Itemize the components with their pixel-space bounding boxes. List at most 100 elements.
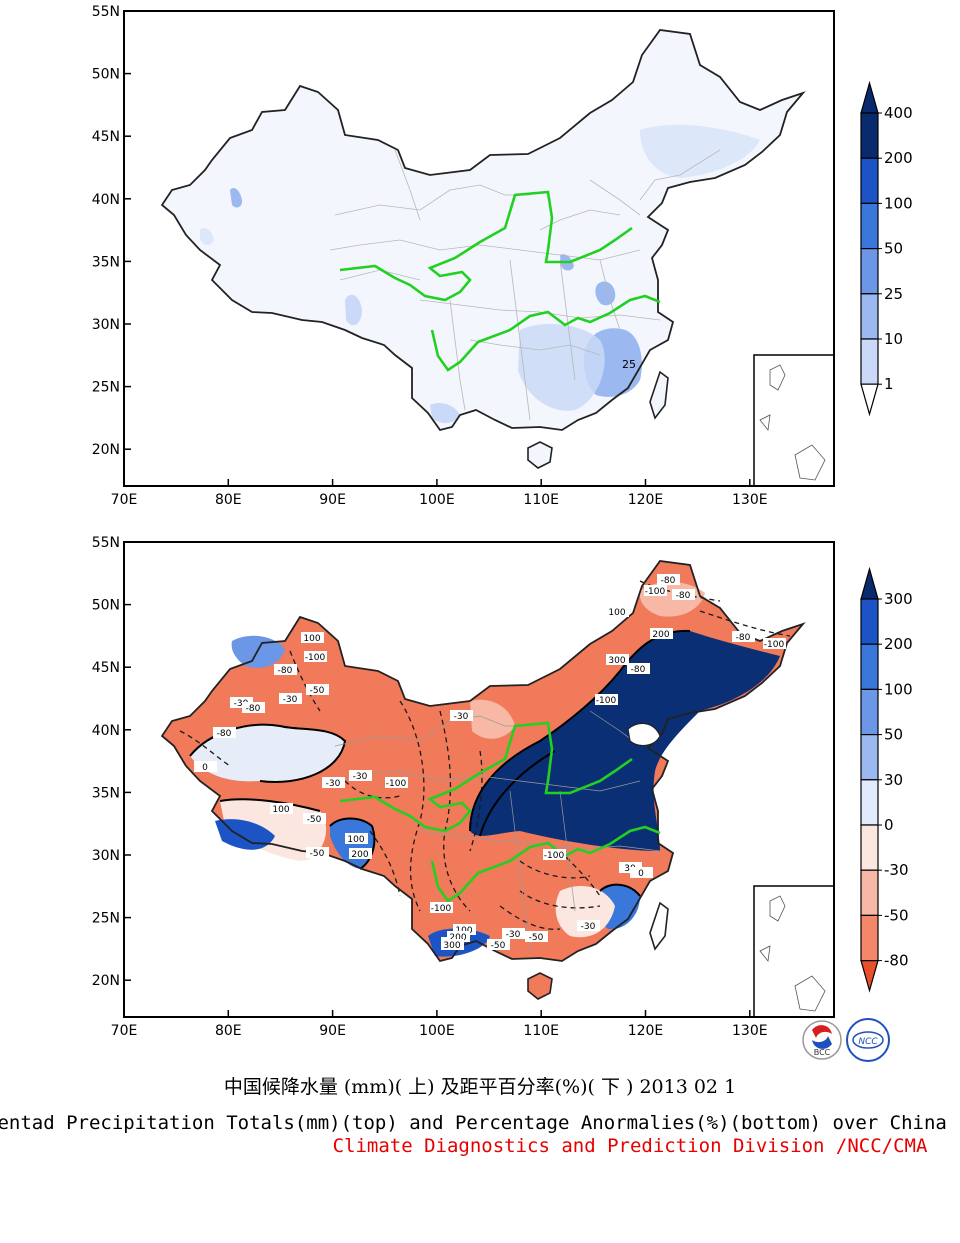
top-colorbar-top-arrow: [860, 80, 879, 114]
bottom-lat-label: 55N: [92, 535, 120, 551]
top-lon-label: 70E: [111, 492, 138, 508]
bottom-contour-label-bg: [303, 813, 326, 824]
top-lon-label: 100E: [419, 492, 455, 508]
bottom-contour-label: -100: [764, 640, 785, 650]
bottom-anomaly-northeast-dark: [470, 630, 780, 851]
bottom-lon-label: 70E: [111, 1023, 138, 1039]
bottom-contour-label: -80: [217, 729, 232, 739]
bottom-contour-label-bg: [270, 803, 293, 814]
caption-credit: Climate Diagnostics and Prediction Divis…: [332, 1135, 928, 1157]
bottom-lat-axis: 55N 50N 45N 40N 35N 30N 25N 20N: [92, 535, 131, 989]
bottom-colorbar-label: 300: [884, 590, 913, 608]
top-lon-label: 80E: [215, 492, 242, 508]
top-colorbar-segment: [860, 248, 879, 295]
bottom-contour-label-bg: [230, 697, 253, 708]
bottom-contour-label: -30: [353, 772, 368, 782]
ncc-logo: NCC: [846, 1018, 890, 1062]
top-colorbar-label: 400: [884, 104, 913, 122]
top-lon-label: 110E: [523, 492, 559, 508]
bottom-anomaly-west-pale: [220, 799, 327, 861]
top-colorbar-segment: [860, 157, 879, 204]
bottom-contour-label: 300: [608, 656, 625, 666]
bottom-lat-label: 20N: [92, 973, 120, 989]
bottom-contour-label-bg: [274, 664, 297, 675]
bottom-lon-axis: 70E 80E 90E 100E 110E 120E 130E: [111, 1010, 768, 1039]
ncc-logo-text: NCC: [858, 1037, 878, 1047]
top-colorbar-label: 10: [884, 330, 903, 348]
top-lat-label: 30N: [92, 317, 120, 333]
top-colorbar-bottom-arrow: [860, 383, 879, 417]
bottom-contour-label-bg: [732, 631, 755, 642]
top-precip-light2: [640, 124, 760, 178]
bottom-lon-label: 80E: [215, 1023, 242, 1039]
bottom-contour-label: -80: [676, 591, 691, 601]
bottom-contour-label: -80: [736, 633, 751, 643]
top-colorbar-segment: [860, 202, 879, 250]
bottom-contour-label-bg: [650, 628, 673, 639]
bottom-contour-label: 300: [443, 941, 460, 951]
bottom-colorbar-label: -30: [884, 861, 909, 879]
top-colorbar: 400 200 100 50 25 10 1: [860, 80, 913, 417]
bottom-contour-label: -50: [529, 933, 544, 943]
bottom-anomaly-south-pale: [555, 886, 615, 938]
bottom-contour-label: -30: [506, 930, 521, 940]
bottom-contour-label-bg: [213, 727, 236, 738]
top-lon-label: 120E: [628, 492, 664, 508]
bottom-contour-label-bg: [322, 777, 345, 788]
bottom-contour-label: 100: [303, 634, 320, 644]
bottom-lon-label: 130E: [732, 1023, 768, 1039]
top-colorbar-label: 100: [884, 194, 913, 212]
top-taiwan-island: [649, 370, 669, 420]
bottom-contour-label-bg: [194, 761, 217, 772]
top-lon-axis: 70E 80E 90E 100E 110E 120E 130E: [111, 479, 768, 508]
bottom-contour-label-bg: [441, 939, 464, 950]
bottom-contour-label: -50: [310, 849, 325, 859]
caption-chinese: 中国候降水量 (mm)( 上) 及距平百分率(%)( 下 ) 2013 02 1: [223, 1076, 737, 1098]
bottom-contour-label: -30: [454, 712, 469, 722]
top-precip-light4: [430, 403, 460, 423]
top-map-frame: [123, 10, 835, 487]
bottom-contour-label-bg: [453, 924, 476, 935]
bottom-contour-label-bg: [450, 710, 473, 721]
bottom-lon-label: 120E: [628, 1023, 664, 1039]
bottom-contour-label: 100: [608, 608, 625, 618]
bottom-contour-label-bg: [349, 770, 372, 781]
bottom-contour-label: -30: [326, 779, 341, 789]
bottom-contour-label-bg: [543, 849, 566, 860]
top-colorbar-label: 50: [884, 240, 903, 258]
bottom-colorbar-segment: [860, 824, 879, 871]
bottom-anomaly-center-pale: [470, 699, 515, 739]
bottom-colorbar-segment: [860, 688, 879, 736]
bottom-colorbar-label: -50: [884, 906, 909, 924]
top-contour-label: 25: [622, 358, 636, 371]
bottom-contour-label-bg: [242, 702, 265, 713]
top-colorbar-label: 1: [884, 375, 894, 393]
bottom-contour-label: -100: [386, 779, 407, 789]
bottom-colorbar-segment: [860, 643, 879, 691]
top-lat-label: 35N: [92, 254, 120, 270]
top-precip-light1: [518, 324, 605, 411]
bottom-lat-label: 30N: [92, 848, 120, 864]
bottom-contour-label: -80: [278, 666, 293, 676]
bottom-contour-label-bg: [487, 939, 510, 950]
bottom-colorbar-label: 100: [884, 680, 913, 698]
top-precip-light6: [200, 228, 214, 246]
bottom-contour-label-bg: [306, 847, 329, 858]
top-colorbar-segment: [860, 338, 879, 385]
bottom-colorbar-bottom-arrow: [860, 960, 879, 993]
bottom-lat-label: 50N: [92, 598, 120, 614]
bottom-contour-label-bg: [606, 654, 629, 665]
bottom-anomaly-xinjiang-blue: [231, 635, 285, 668]
bottom-south-sea-inset: [753, 885, 835, 1018]
top-precip-west: [230, 188, 243, 208]
bottom-colorbar-label: 0: [884, 816, 894, 834]
top-lat-axis: 55N 50N 45N 40N 35N 30N 25N 20N: [92, 4, 131, 458]
top-lat-label: 50N: [92, 67, 120, 83]
bottom-contour-label: -80: [631, 665, 646, 675]
bottom-bohai-sea: [627, 722, 661, 747]
bottom-contour-label: -100: [544, 851, 565, 861]
bottom-contour-label: -100: [645, 587, 666, 597]
